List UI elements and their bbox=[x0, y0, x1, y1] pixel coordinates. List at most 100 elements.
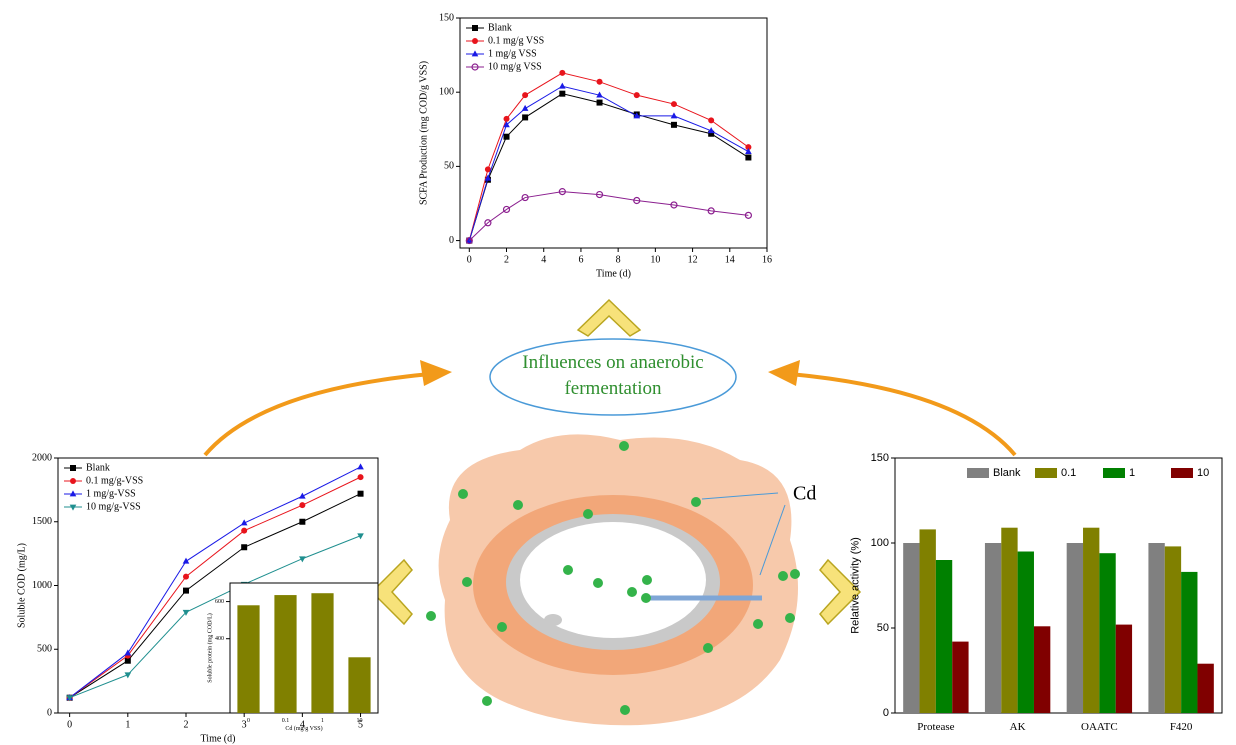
marker bbox=[484, 219, 492, 227]
pointer bbox=[701, 492, 779, 500]
bar bbox=[1066, 543, 1084, 713]
y-axis-label: Soluble protein (mg COD/L) bbox=[206, 613, 213, 683]
y-axis-label: SCFA Production (mg COD/g VSS) bbox=[418, 61, 429, 205]
x-tick-label: 4 bbox=[300, 719, 305, 730]
bar bbox=[984, 543, 1002, 713]
marker bbox=[745, 144, 752, 151]
legend-marker bbox=[471, 50, 479, 57]
marker bbox=[708, 130, 715, 137]
y-tick-label: 50 bbox=[877, 622, 889, 634]
y-tick-label: 150 bbox=[439, 12, 454, 23]
marker bbox=[357, 490, 364, 497]
pointer bbox=[759, 504, 786, 576]
y-tick-label: 0 bbox=[47, 707, 52, 718]
x-tick-label: AK bbox=[1010, 721, 1026, 733]
legend-label: 10 bbox=[1197, 467, 1209, 479]
marker bbox=[465, 236, 473, 245]
marker bbox=[670, 112, 678, 119]
marker bbox=[522, 114, 529, 121]
marker bbox=[357, 533, 364, 540]
y-tick-label: 100 bbox=[439, 86, 454, 97]
legend-label: 10 mg/g-VSS bbox=[86, 501, 141, 512]
marker bbox=[596, 91, 603, 98]
bar bbox=[1099, 553, 1116, 713]
legend-label: 0.1 mg/g VSS bbox=[488, 35, 544, 46]
x-tick-label: 8 bbox=[616, 254, 621, 265]
marker bbox=[558, 188, 566, 196]
marker bbox=[521, 193, 529, 202]
center-label: Influences on anaerobic fermentation bbox=[522, 352, 704, 399]
marker bbox=[503, 133, 510, 140]
marker bbox=[633, 92, 640, 99]
x-axis-label: Cd (mg/g VSS) bbox=[285, 725, 322, 732]
bar bbox=[1148, 543, 1165, 713]
marker bbox=[633, 112, 641, 119]
marker bbox=[670, 101, 677, 108]
marker bbox=[484, 166, 491, 173]
y-tick-label: 2000 bbox=[32, 452, 52, 463]
y-tick-label: 1000 bbox=[32, 580, 52, 591]
bar bbox=[1001, 527, 1018, 713]
cd-label: Cd bbox=[793, 483, 816, 505]
marker bbox=[744, 211, 752, 219]
x-tick-label: 0 bbox=[247, 718, 250, 724]
x-tick-label: 2 bbox=[184, 719, 189, 730]
marker bbox=[707, 207, 715, 215]
x-tick-label: 4 bbox=[541, 254, 546, 265]
marker bbox=[670, 201, 678, 209]
x-tick-label: OAATC bbox=[1081, 721, 1118, 733]
marker bbox=[299, 556, 306, 563]
legend-label: Blank bbox=[993, 467, 1021, 479]
bar bbox=[1164, 546, 1182, 713]
chevron-up bbox=[576, 298, 642, 337]
bar bbox=[1197, 663, 1214, 713]
series-line bbox=[468, 93, 749, 241]
marker bbox=[241, 544, 248, 551]
series-line bbox=[69, 493, 361, 699]
cell-interior bbox=[520, 522, 706, 638]
marker bbox=[596, 99, 603, 106]
x-tick-label: 6 bbox=[578, 254, 583, 265]
y-axis-label: Soluble COD (mg/L) bbox=[16, 543, 27, 628]
bar bbox=[348, 657, 371, 713]
series-line bbox=[69, 535, 361, 699]
bar bbox=[935, 560, 953, 713]
legend-marker bbox=[69, 490, 77, 497]
marker bbox=[745, 154, 752, 161]
legend-label: 1 mg/g-VSS bbox=[86, 488, 136, 499]
legend-marker bbox=[471, 63, 479, 71]
x-tick-label: 10 bbox=[650, 254, 660, 265]
y-tick-label: 0 bbox=[883, 707, 889, 719]
marker bbox=[124, 657, 131, 664]
marker bbox=[299, 518, 306, 525]
chart: 0 50 100 150 Relative activity (%) Protease AK… bbox=[849, 452, 1223, 733]
granule bbox=[544, 614, 562, 626]
marker bbox=[183, 573, 189, 580]
chart: 400 600 Soluble protein (mg COD/L) Cd (mg/g… bbox=[206, 582, 379, 732]
series-line bbox=[69, 476, 361, 699]
y-tick-label: 1500 bbox=[32, 516, 52, 527]
legend-swatch bbox=[967, 468, 989, 478]
marker bbox=[559, 90, 566, 97]
x-tick-label: 1 bbox=[125, 719, 130, 730]
y-tick-label: 500 bbox=[37, 644, 52, 655]
bar bbox=[237, 605, 260, 713]
y-tick-label: 50 bbox=[444, 161, 454, 172]
marker bbox=[503, 115, 510, 122]
x-tick-label: 0.1 bbox=[282, 718, 290, 724]
marker bbox=[124, 672, 132, 679]
marker bbox=[522, 92, 529, 99]
marker bbox=[521, 104, 529, 111]
legend-label: Blank bbox=[86, 462, 110, 473]
bar bbox=[1181, 571, 1198, 713]
bar bbox=[311, 593, 334, 713]
x-tick-label: 0 bbox=[467, 254, 472, 265]
marker bbox=[183, 587, 189, 594]
marker bbox=[595, 190, 604, 199]
marker bbox=[559, 69, 566, 76]
x-tick-label: 10 bbox=[357, 718, 363, 724]
marker bbox=[241, 527, 248, 534]
